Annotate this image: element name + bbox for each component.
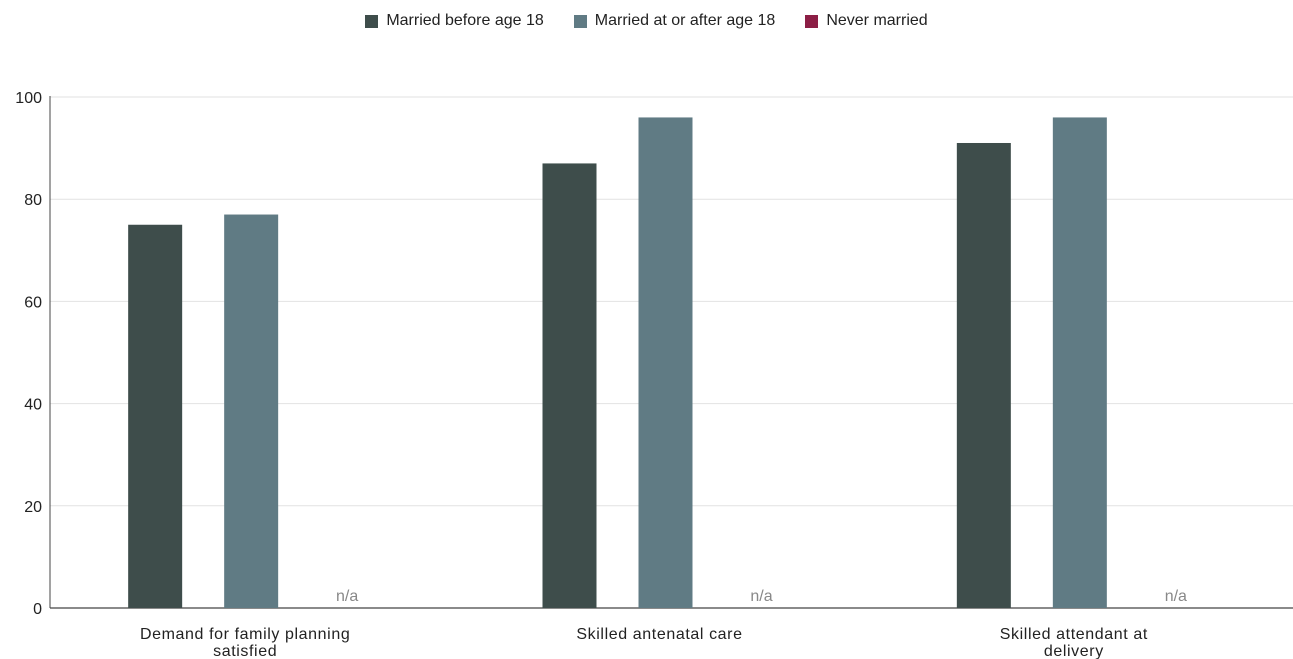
na-label: n/a: [750, 588, 772, 605]
bar: [542, 163, 597, 608]
y-tick-label: 60: [24, 294, 42, 311]
legend-label-married-after-18: Married at or after age 18: [594, 12, 776, 29]
x-tick-label-line: Skilled antenatal care: [576, 626, 742, 643]
legend-item-married-after-18: Married at or after age 18: [573, 12, 776, 30]
bar: [128, 224, 183, 608]
x-tick-label-line: Skilled attendant at: [1000, 626, 1148, 643]
x-tick-label: Demand for family planning satisfied: [140, 626, 350, 659]
y-tick-label: 80: [24, 192, 42, 209]
legend-label-never-married: Never married: [826, 12, 928, 29]
na-label: n/a: [336, 588, 358, 605]
legend-swatch-never-married: [805, 14, 819, 28]
y-tick-label: 100: [15, 90, 42, 107]
legend: Married before age 18 Married at or afte…: [0, 12, 1293, 30]
x-tick-label-line: delivery: [1044, 643, 1104, 659]
legend-item-never-married: Never married: [805, 12, 928, 30]
y-tick-label: 40: [24, 397, 42, 414]
y-tick-label: 20: [24, 499, 42, 516]
x-tick-label: Skilled antenatal care: [576, 626, 742, 643]
legend-swatch-married-after-18: [573, 14, 587, 28]
legend-swatch-married-before-18: [365, 14, 379, 28]
bar: [1052, 117, 1107, 608]
y-tick-label: 0: [33, 601, 42, 618]
x-tick-label-line: Demand for family planning: [140, 626, 350, 643]
bar: [638, 117, 693, 608]
legend-item-married-before-18: Married before age 18: [365, 12, 544, 30]
bar: [224, 214, 279, 608]
x-tick-label: Skilled attendant at delivery: [1000, 626, 1148, 659]
x-tick-label-line: satisfied: [213, 643, 277, 659]
na-label: n/a: [1165, 588, 1187, 605]
bar: [956, 142, 1011, 609]
legend-label-married-before-18: Married before age 18: [386, 12, 544, 29]
